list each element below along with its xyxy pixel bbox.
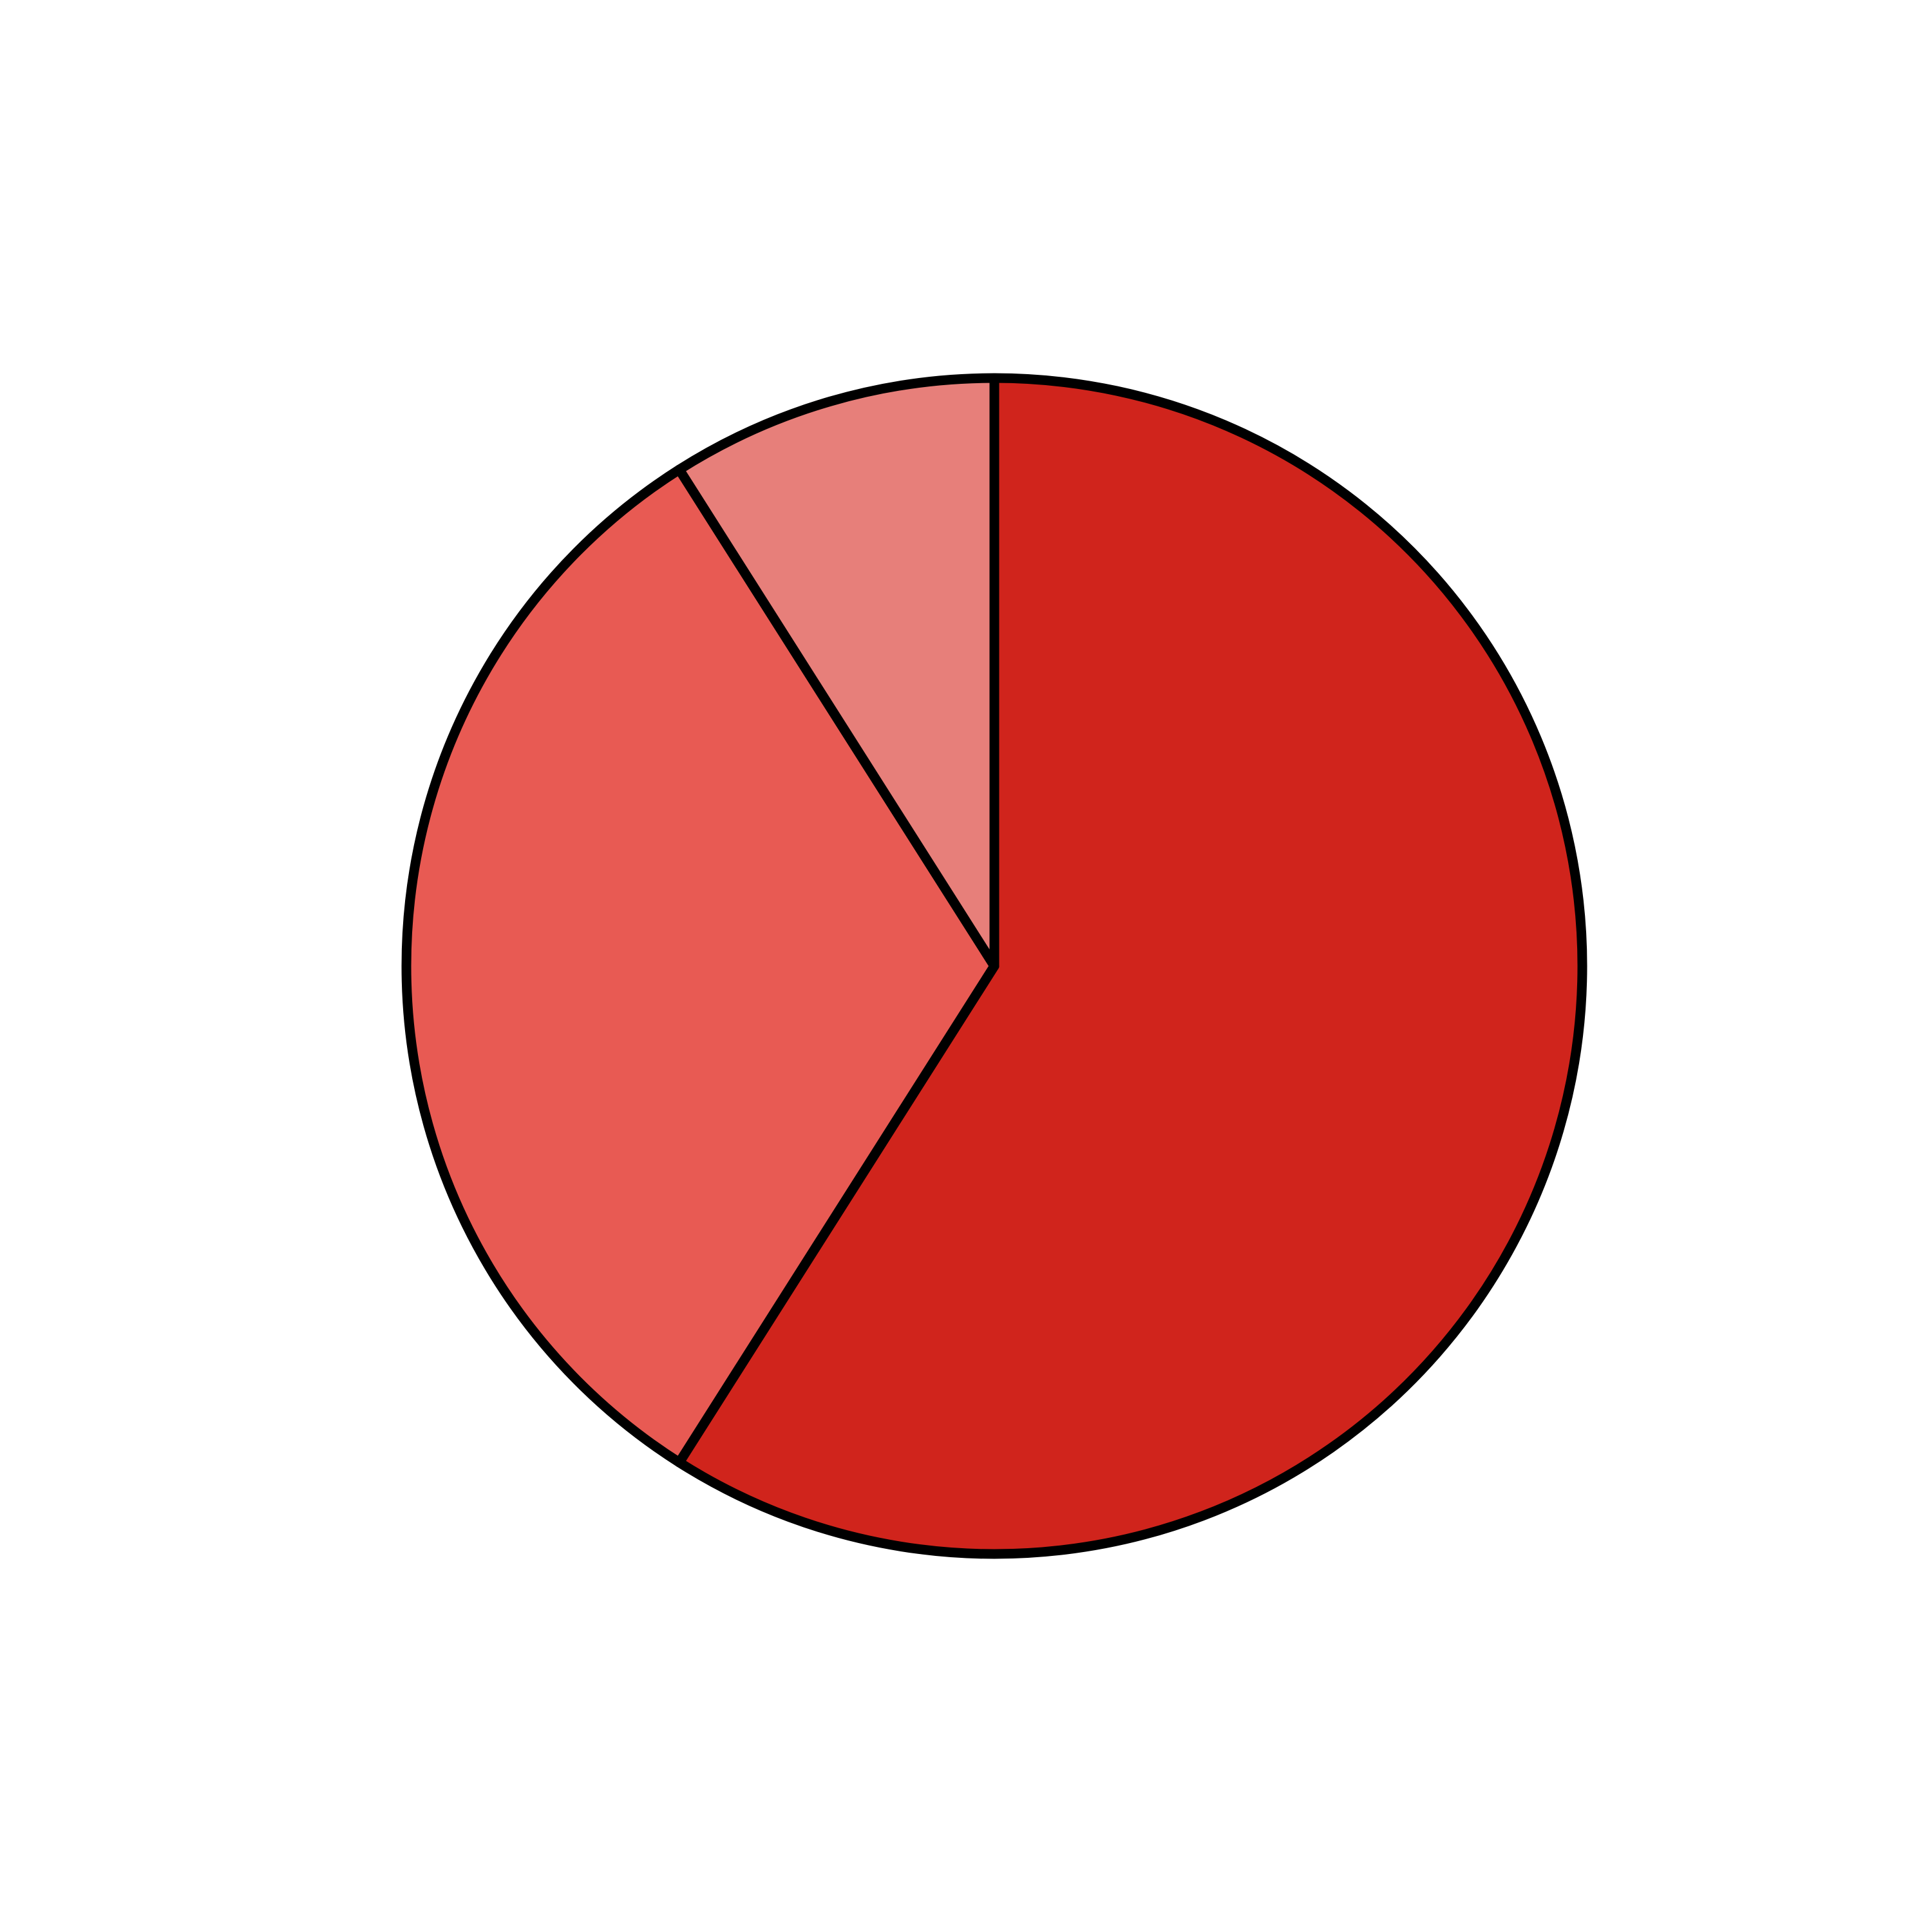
pie-slice [674, 373, 999, 971]
pie-slice [401, 464, 999, 1468]
pie-slice [674, 373, 1587, 1559]
